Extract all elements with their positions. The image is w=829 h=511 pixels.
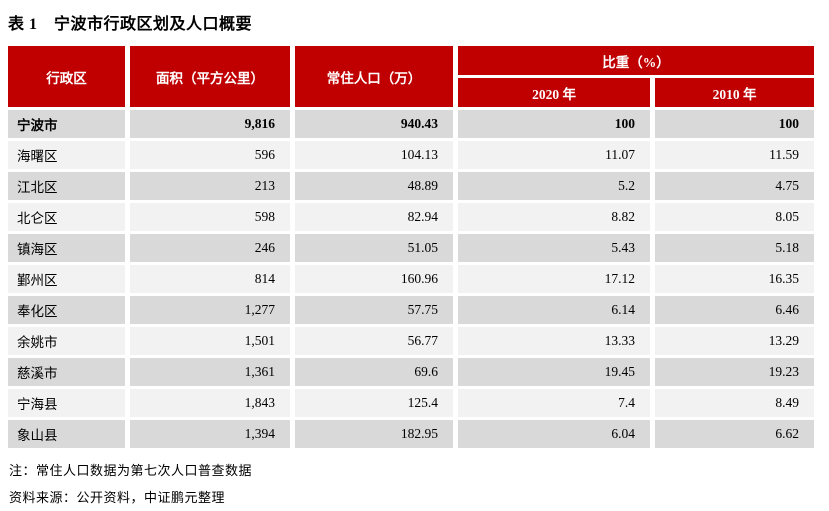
share-2010-cell: 8.49 (655, 389, 814, 417)
population-cell: 104.13 (295, 141, 453, 169)
area-cell: 1,277 (130, 296, 290, 324)
population-cell: 57.75 (295, 296, 453, 324)
share-2020-cell: 100 (458, 110, 650, 138)
share-2020-cell: 6.14 (458, 296, 650, 324)
share-2010-cell: 11.59 (655, 141, 814, 169)
table-row: 余姚市 1,501 56.77 13.33 13.29 (8, 327, 814, 355)
population-cell: 56.77 (295, 327, 453, 355)
table-row: 北仑区 598 82.94 8.82 8.05 (8, 203, 814, 231)
share-2010-cell: 13.29 (655, 327, 814, 355)
share-2020-cell: 5.2 (458, 172, 650, 200)
share-2010-cell: 5.18 (655, 234, 814, 262)
header-share-group: 比重（%） (458, 46, 814, 75)
population-cell: 182.95 (295, 420, 453, 448)
region-cell: 奉化区 (8, 296, 125, 324)
population-cell: 48.89 (295, 172, 453, 200)
share-2010-cell: 4.75 (655, 172, 814, 200)
note-population-source: 注：常住人口数据为第七次人口普查数据 (9, 463, 253, 478)
table-row: 慈溪市 1,361 69.6 19.45 19.23 (8, 358, 814, 386)
table-row: 鄞州区 814 160.96 17.12 16.35 (8, 265, 814, 293)
share-2020-cell: 7.4 (458, 389, 650, 417)
region-cell: 余姚市 (8, 327, 125, 355)
table-row: 宁波市 9,816 940.43 100 100 (8, 110, 814, 138)
region-cell: 海曙区 (8, 141, 125, 169)
share-2010-cell: 16.35 (655, 265, 814, 293)
share-2020-cell: 17.12 (458, 265, 650, 293)
header-row-2: 2020 年 2010 年 (8, 78, 814, 107)
population-cell: 51.05 (295, 234, 453, 262)
region-cell: 镇海区 (8, 234, 125, 262)
header-population: 常住人口（万） (295, 46, 453, 107)
share-2010-cell: 100 (655, 110, 814, 138)
share-2020-cell: 11.07 (458, 141, 650, 169)
region-cell: 宁波市 (8, 110, 125, 138)
share-2010-cell: 8.05 (655, 203, 814, 231)
share-2020-cell: 6.04 (458, 420, 650, 448)
region-cell: 江北区 (8, 172, 125, 200)
area-cell: 1,501 (130, 327, 290, 355)
area-cell: 246 (130, 234, 290, 262)
table-notes: 注：常住人口数据为第七次人口普查数据 资料来源：公开资料，中证鹏元整理 (9, 458, 822, 511)
header-region: 行政区 (8, 46, 125, 107)
area-cell: 596 (130, 141, 290, 169)
area-cell: 9,816 (130, 110, 290, 138)
share-2020-cell: 8.82 (458, 203, 650, 231)
share-2010-cell: 19.23 (655, 358, 814, 386)
region-population-table: 行政区 面积（平方公里） 常住人口（万） 比重（%） 2020 年 2010 年… (3, 43, 819, 451)
table-row: 江北区 213 48.89 5.2 4.75 (8, 172, 814, 200)
header-row-1: 行政区 面积（平方公里） 常住人口（万） 比重（%） (8, 46, 814, 107)
table-row: 宁海县 1,843 125.4 7.4 8.49 (8, 389, 814, 417)
share-2020-cell: 19.45 (458, 358, 650, 386)
population-cell: 940.43 (295, 110, 453, 138)
area-cell: 1,394 (130, 420, 290, 448)
header-share-2010: 2010 年 (655, 78, 814, 107)
region-cell: 宁海县 (8, 389, 125, 417)
region-cell: 北仑区 (8, 203, 125, 231)
population-cell: 82.94 (295, 203, 453, 231)
share-2020-cell: 13.33 (458, 327, 650, 355)
table-title: 表 1 宁波市行政区划及人口概要 (8, 16, 253, 33)
region-cell: 象山县 (8, 420, 125, 448)
area-cell: 598 (130, 203, 290, 231)
region-cell: 鄞州区 (8, 265, 125, 293)
header-area: 面积（平方公里） (130, 46, 290, 107)
table-row: 奉化区 1,277 57.75 6.14 6.46 (8, 296, 814, 324)
area-cell: 213 (130, 172, 290, 200)
population-cell: 160.96 (295, 265, 453, 293)
table-row: 海曙区 596 104.13 11.07 11.59 (8, 141, 814, 169)
area-cell: 1,361 (130, 358, 290, 386)
table-row: 镇海区 246 51.05 5.43 5.18 (8, 234, 814, 262)
table-row: 象山县 1,394 182.95 6.04 6.62 (8, 420, 814, 448)
header-share-2020: 2020 年 (458, 78, 650, 107)
area-cell: 814 (130, 265, 290, 293)
population-cell: 125.4 (295, 389, 453, 417)
note-data-source: 资料来源：公开资料，中证鹏元整理 (9, 489, 226, 505)
share-2010-cell: 6.46 (655, 296, 814, 324)
population-cell: 69.6 (295, 358, 453, 386)
share-2020-cell: 5.43 (458, 234, 650, 262)
region-cell: 慈溪市 (8, 358, 125, 386)
area-cell: 1,843 (130, 389, 290, 417)
share-2010-cell: 6.62 (655, 420, 814, 448)
